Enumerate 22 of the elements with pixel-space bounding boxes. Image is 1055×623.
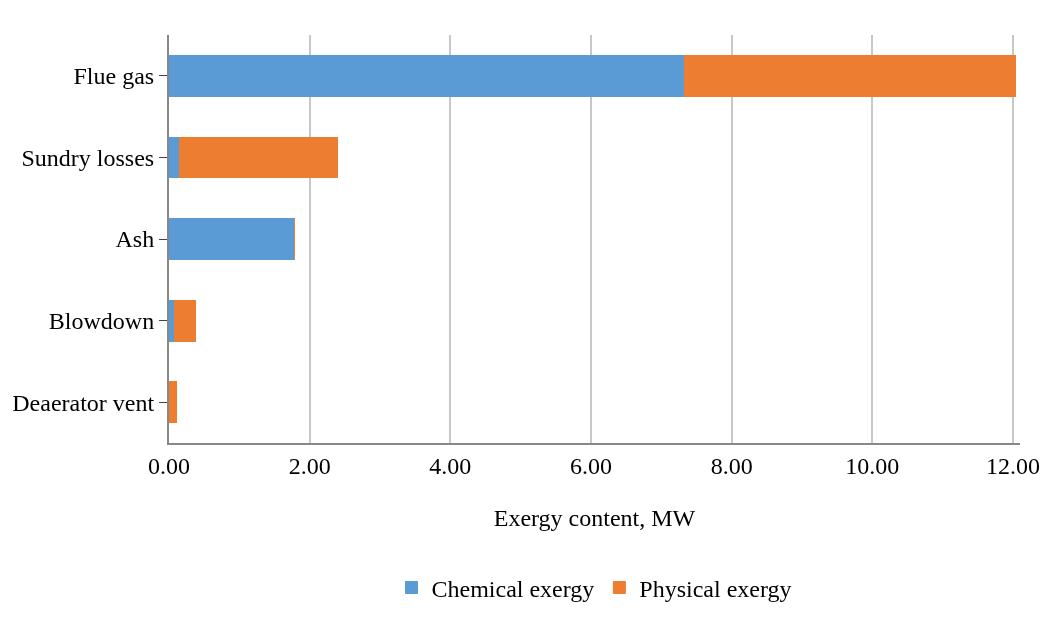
y-tick-label: Deaerator vent (12, 389, 155, 416)
x-axis-title: Exergy content, MW (493, 505, 696, 531)
x-tick-label: 8.00 (710, 452, 753, 479)
bar (179, 136, 338, 179)
x-tick-label: 2.00 (288, 452, 331, 479)
legend-label: Physical exergy (639, 575, 792, 602)
x-tick-label: 12.00 (985, 452, 1040, 479)
bar (684, 54, 1016, 97)
y-tick-label: Blowdown (48, 308, 155, 334)
bar (169, 218, 295, 260)
bar (169, 136, 181, 179)
bar (169, 381, 177, 424)
x-tick-label: 4.00 (429, 452, 472, 479)
legend-label: Chemical exergy (431, 575, 595, 602)
bar (174, 299, 197, 342)
x-tick-label: 0.00 (148, 452, 190, 479)
x-tick-label: 10.00 (845, 452, 900, 479)
bar (169, 54, 686, 97)
y-tick-label: Flue gas (73, 63, 155, 90)
x-tick-label: 6.00 (569, 452, 612, 479)
y-tick-label: Sundry losses (21, 144, 155, 171)
y-tick-label: Ash (115, 226, 155, 253)
